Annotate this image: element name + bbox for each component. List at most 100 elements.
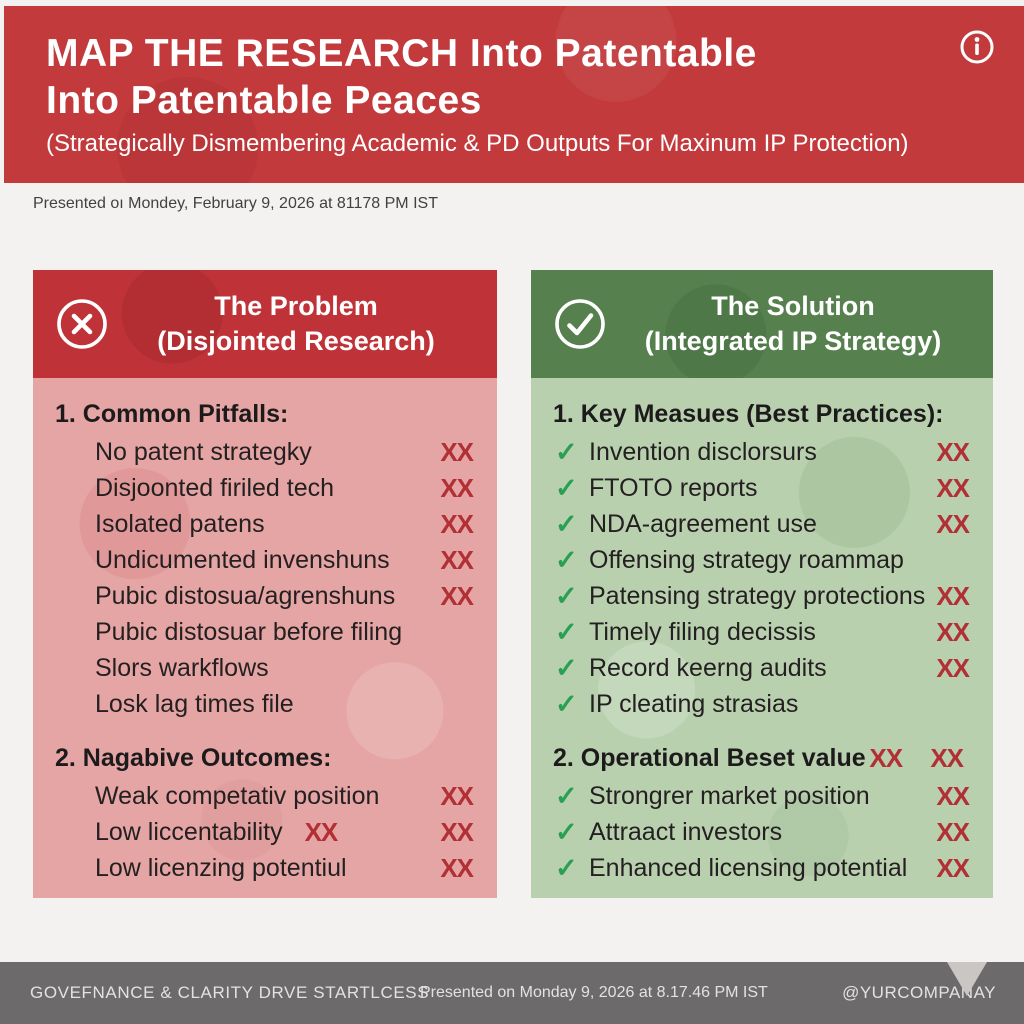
list-item: ✓ FTOTO reports XX [553, 470, 973, 506]
list-item: ✓ Attraact investors XX [553, 814, 973, 850]
down-triangle-marker [947, 962, 987, 996]
problem-card-title: The Problem (Disjointed Research) [109, 289, 483, 359]
problem-section1-heading: 1. Common Pitfalls: [55, 394, 477, 434]
item-text: NDA-agreement use [589, 509, 817, 538]
item-text: Weak competativ position [95, 781, 380, 810]
page-title: MAP THE RESEARCH Into Patentable Into Pa… [4, 6, 1024, 124]
item-text: Low liccentability [95, 817, 283, 846]
xx-mark: XX [936, 652, 970, 683]
checkmark-icon: ✓ [555, 616, 578, 647]
item-text: IP cleating strasias [589, 689, 799, 718]
list-item: ✓ Invention disclorsurs XX [553, 434, 973, 470]
xx-mark: XX [440, 472, 474, 503]
footer: GOVEFNANCE & CLARITY DRVE STARTLCESS Pre… [0, 962, 1024, 1024]
item-text: Invention disclorsurs [589, 437, 817, 466]
item-text: Enhanced licensing potential [589, 853, 908, 882]
problem-card-header: The Problem (Disjointed Research) [33, 270, 497, 378]
item-text: Disjoonted firiled tech [95, 473, 335, 502]
solution-card-header: The Solution (Integrated IP Strategy) [531, 270, 993, 378]
section-heading-text: 1. Key Measues (Best Practices): [553, 399, 944, 428]
info-icon[interactable] [958, 28, 996, 66]
xx-mark-inline: XX [304, 816, 339, 847]
item-text: Slors warkflows [95, 653, 269, 682]
list-item: ✓ NDA-agreement use XX [553, 506, 973, 542]
checkmark-icon: ✓ [555, 688, 578, 719]
xx-mark: XX [936, 580, 970, 611]
page-title-line2: Into Patentable Peaces [46, 79, 482, 122]
checkmark-icon: ✓ [555, 816, 578, 847]
checkmark-icon: ✓ [555, 852, 578, 883]
xx-mark: XX [440, 544, 474, 575]
page-title-line1: MAP THE RESEARCH Into Patentable [46, 32, 757, 75]
list-item: ✓ Strongrer market position XX [553, 778, 973, 814]
checkmark-icon: ✓ [555, 436, 578, 467]
problem-title-line2: (Disjointed Research) [157, 326, 435, 356]
item-text: Offensing strategy roammap [589, 545, 904, 574]
xx-mark: XX [936, 780, 970, 811]
xx-mark: XX [936, 508, 970, 539]
checkmark-icon: ✓ [555, 652, 578, 683]
item-text: Timely filing decissis [589, 617, 816, 646]
item-text: No patent strategky [95, 437, 312, 466]
xx-marks: XX XX [869, 742, 964, 773]
problem-card-body: 1. Common Pitfalls: No patent strategky … [33, 378, 497, 898]
item-text: Record keerng audits [589, 653, 827, 682]
xx-mark: XX [440, 436, 474, 467]
item-text: Attraact investors [589, 817, 783, 846]
xx-mark: XX [936, 436, 970, 467]
list-item: Pubic distosua/agrenshuns XX [55, 578, 477, 614]
presented-line: Presented oı Mondey, February 9, 2026 at… [33, 195, 438, 212]
item-text: Undicumented invenshuns [95, 545, 390, 574]
list-item: Undicumented invenshuns XX [55, 542, 477, 578]
section-heading-text: 2. Operational Beset value [553, 743, 866, 772]
xx-mark: XX [440, 852, 474, 883]
list-item: ✓ Patensing strategy protections XX [553, 578, 973, 614]
problem-card: The Problem (Disjointed Research) 1. Com… [33, 270, 497, 898]
list-item: ✓ Enhanced licensing potential XX [553, 850, 973, 886]
problem-section2-heading: 2. Nagabive Outcomes: [55, 738, 477, 778]
xx-mark: XX [936, 852, 970, 883]
xx-mark: XX [440, 816, 474, 847]
footer-center-text: Presented on Monday 9, 2026 at 8.17.46 P… [420, 984, 768, 1001]
item-text: Pubic distosuar before filing [95, 617, 403, 646]
list-item: Low liccentability XX XX [55, 814, 477, 850]
checkmark-icon: ✓ [555, 508, 578, 539]
checkmark-icon: ✓ [555, 544, 578, 575]
check-circle-icon [553, 297, 607, 351]
solution-card: The Solution (Integrated IP Strategy) 1.… [531, 270, 993, 898]
section-heading-text: 1. Common Pitfalls: [55, 399, 289, 428]
item-text: Isolated patens [95, 509, 265, 538]
list-item: No patent strategky XX [55, 434, 477, 470]
page-subtitle: (Strategically Dismembering Academic & P… [46, 130, 909, 157]
checkmark-icon: ✓ [555, 580, 578, 611]
item-text: Low licenzing potentiul [95, 853, 347, 882]
list-item: Low licenzing potentiul XX [55, 850, 477, 886]
footer-left-text: GOVEFNANCE & CLARITY DRVE STARTLCESS [30, 983, 430, 1002]
checkmark-icon: ✓ [555, 472, 578, 503]
list-item: Pubic distosuar before filing [55, 614, 477, 650]
solution-card-title: The Solution (Integrated IP Strategy) [607, 289, 979, 359]
item-text: Patensing strategy protections [589, 581, 926, 610]
xx-mark: XX [936, 616, 970, 647]
list-item: Isolated patens XX [55, 506, 477, 542]
solution-section2-heading: 2. Operational Beset value XX XX [553, 738, 973, 778]
item-text: Pubic distosua/agrenshuns [95, 581, 396, 610]
list-item: Losk lag times file [55, 686, 477, 722]
item-text: FTOTO reports [589, 473, 758, 502]
solution-title-line1: The Solution [711, 291, 875, 321]
item-text: Strongrer market position [589, 781, 870, 810]
solution-section1-heading: 1. Key Measues (Best Practices): [553, 394, 973, 434]
xx-mark: XX [440, 580, 474, 611]
section-heading-text: 2. Nagabive Outcomes: [55, 743, 332, 772]
list-item: Weak competativ position XX [55, 778, 477, 814]
x-circle-icon [55, 297, 109, 351]
item-text: Losk lag times file [95, 689, 294, 718]
list-item: ✓ Record keerng audits XX [553, 650, 973, 686]
list-item: Disjoonted firiled tech XX [55, 470, 477, 506]
list-item: Slors warkflows [55, 650, 477, 686]
list-item: ✓ Timely filing decissis XX [553, 614, 973, 650]
problem-title-line1: The Problem [214, 291, 378, 321]
xx-mark: XX [936, 472, 970, 503]
xx-mark: XX [936, 816, 970, 847]
